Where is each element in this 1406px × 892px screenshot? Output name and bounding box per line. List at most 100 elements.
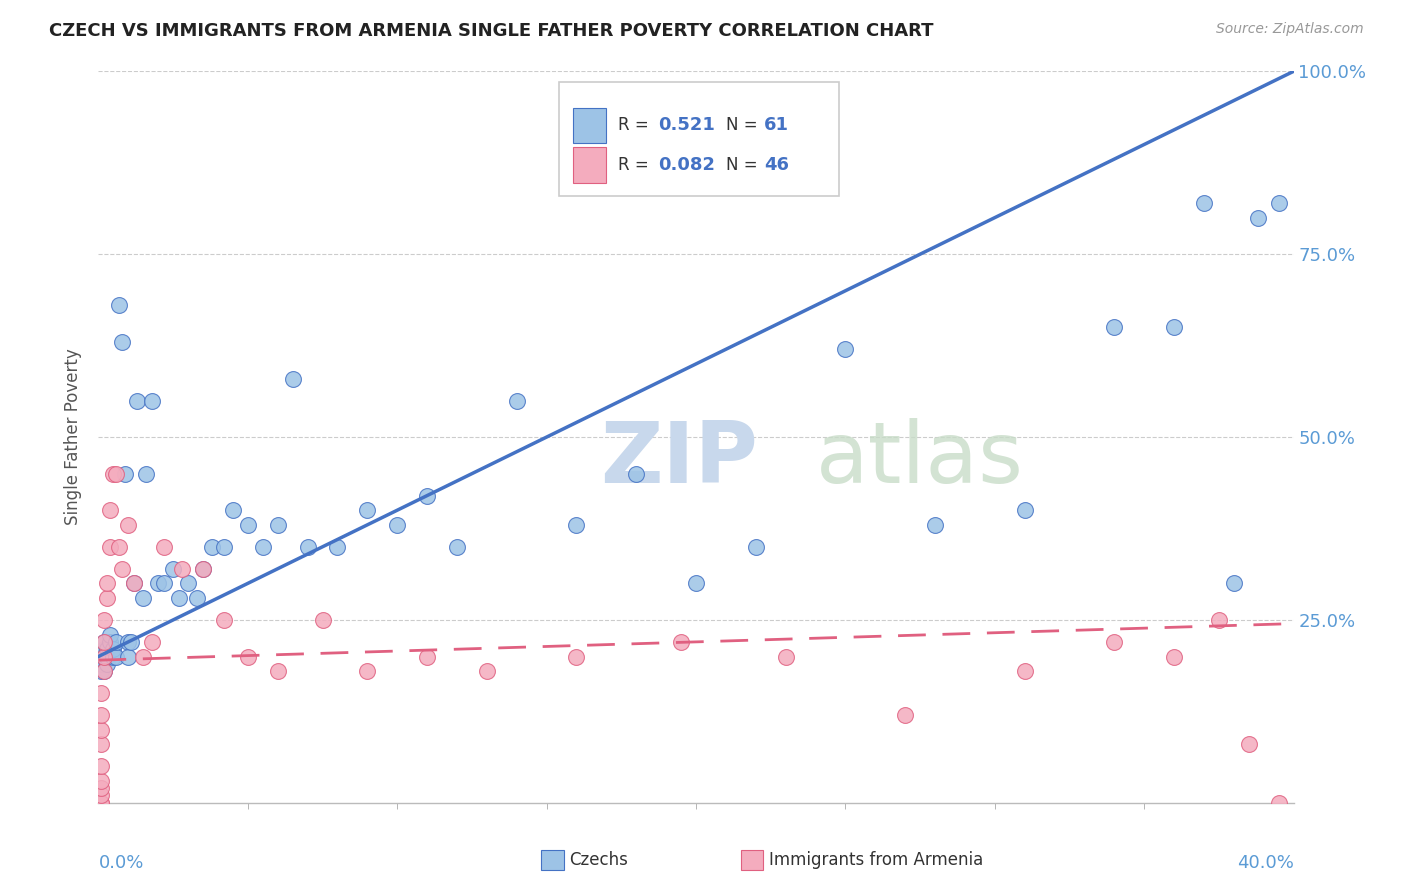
Point [103,649,125,664]
Point [96,657,118,671]
Point [1163,649,1185,664]
Point [93,642,115,657]
Point [90,649,112,664]
Point [186,591,208,605]
Point [153,576,176,591]
Point [127,393,149,408]
Point [1208,613,1230,627]
Text: 0.082: 0.082 [658,156,714,174]
Point [90,664,112,678]
Point [105,635,128,649]
Text: 0.521: 0.521 [658,117,714,135]
Point [191,562,214,576]
Point [1192,196,1215,211]
Text: CZECH VS IMMIGRANTS FROM ARMENIA SINGLE FATHER POVERTY CORRELATION CHART: CZECH VS IMMIGRANTS FROM ARMENIA SINGLE … [49,22,934,40]
Point [1163,320,1185,334]
Point [1237,737,1260,751]
Point [90,657,112,671]
Point [1247,211,1270,225]
Point [236,649,259,664]
Point [93,649,115,664]
Text: Czechs: Czechs [569,851,628,869]
Text: N =: N = [725,117,758,135]
Point [108,540,131,554]
Point [90,796,112,810]
Point [90,773,112,788]
Point [132,649,155,664]
Point [93,664,115,678]
Text: 40.0%: 40.0% [1237,854,1294,872]
Point [177,576,200,591]
Point [96,591,118,605]
Point [834,343,856,357]
Point [385,517,409,532]
Point [1223,576,1246,591]
Point [120,635,142,649]
Point [117,649,139,664]
Text: ZIP: ZIP [600,417,758,500]
Point [1267,196,1289,211]
Point [267,517,290,532]
Point [924,517,946,532]
Point [117,517,139,532]
Point [103,467,125,481]
Point [90,781,112,796]
Point [98,627,122,641]
FancyBboxPatch shape [572,147,606,183]
Point [105,467,128,481]
Point [96,649,118,664]
Text: Source: ZipAtlas.com: Source: ZipAtlas.com [1216,22,1364,37]
Point [90,708,112,723]
Point [236,517,259,532]
Point [124,576,146,591]
Point [311,613,333,627]
Point [90,759,112,773]
Point [1104,635,1126,649]
Point [93,649,115,664]
Point [326,540,349,554]
Point [297,540,319,554]
Point [669,635,692,649]
Point [93,664,115,678]
Text: R =: R = [619,117,650,135]
Point [98,540,122,554]
Point [356,664,378,678]
Point [416,649,439,664]
Point [416,489,439,503]
Point [105,649,128,664]
Point [201,540,224,554]
Point [1267,796,1289,810]
Point [148,576,170,591]
Point [167,591,190,605]
Point [222,503,245,517]
Text: N =: N = [725,156,758,174]
Point [775,649,797,664]
Point [565,649,588,664]
Y-axis label: Single Father Poverty: Single Father Poverty [65,349,83,525]
Point [93,635,115,649]
Point [103,642,125,657]
Point [96,576,118,591]
Point [141,635,163,649]
Point [1014,664,1036,678]
Point [446,540,468,554]
Point [212,540,235,554]
Point [124,576,146,591]
Point [191,562,214,576]
Point [1014,503,1036,517]
FancyBboxPatch shape [558,82,839,195]
Point [267,664,290,678]
Point [162,562,184,576]
Point [90,737,112,751]
Point [98,503,122,517]
Point [93,635,115,649]
Point [135,467,157,481]
Point [108,298,131,312]
Point [565,517,588,532]
Point [111,562,134,576]
Text: atlas: atlas [815,417,1024,500]
Point [894,708,917,723]
Point [153,540,176,554]
Point [212,613,235,627]
Point [90,796,112,810]
